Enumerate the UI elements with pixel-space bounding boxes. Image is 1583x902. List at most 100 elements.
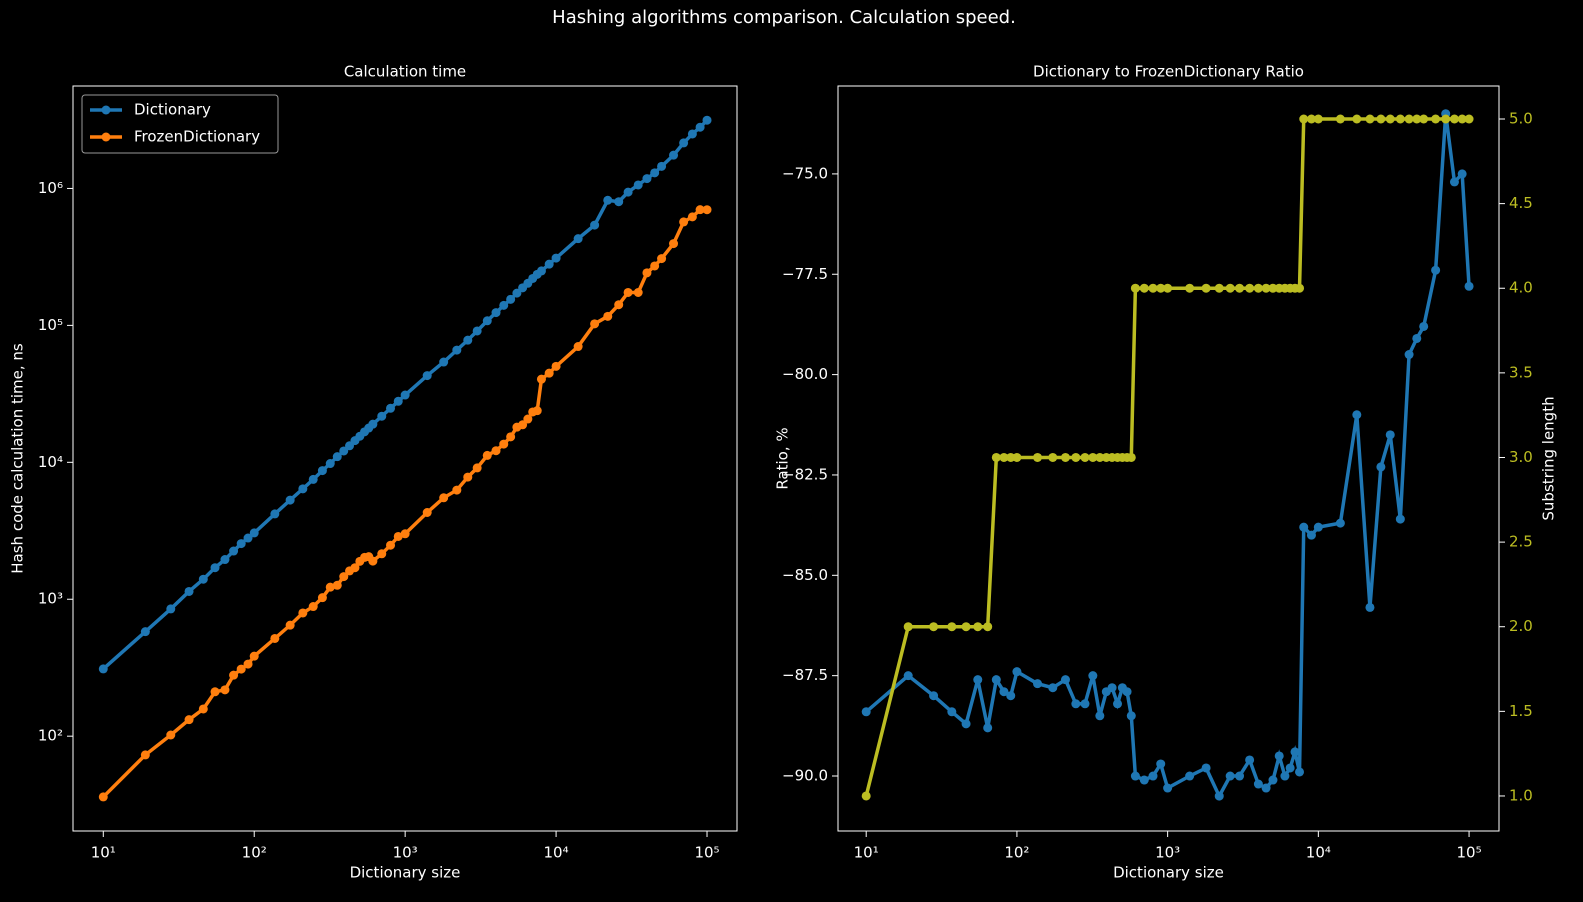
data-point <box>1253 779 1263 789</box>
data-point <box>339 446 349 456</box>
y2-tick-label: 1.5 <box>1509 702 1533 720</box>
data-point <box>1441 114 1451 124</box>
data-point <box>198 574 208 584</box>
data-point <box>1122 687 1132 697</box>
data-point <box>544 368 554 378</box>
data-point <box>1245 755 1255 765</box>
x-tick-label: 10⁵ <box>1457 844 1482 862</box>
data-point <box>623 187 633 197</box>
data-point <box>317 466 327 476</box>
data-point <box>1404 114 1414 124</box>
data-point <box>991 452 1001 462</box>
data-point <box>903 622 913 632</box>
data-point <box>1033 452 1043 462</box>
y-tick-label: −75.0 <box>782 164 828 182</box>
data-point <box>1385 114 1395 124</box>
data-point <box>1214 791 1224 801</box>
data-point <box>1457 114 1467 124</box>
data-point <box>229 546 239 556</box>
data-point <box>422 508 432 518</box>
data-point <box>308 474 318 484</box>
data-point <box>1285 763 1295 773</box>
data-point <box>1268 283 1278 293</box>
data-point <box>184 586 194 596</box>
data-point <box>140 627 150 637</box>
data-point <box>1156 283 1166 293</box>
data-point <box>1012 667 1022 677</box>
data-point <box>947 707 957 717</box>
data-point <box>1280 771 1290 781</box>
data-point <box>332 580 342 590</box>
data-point <box>983 723 993 733</box>
data-point <box>350 563 360 573</box>
data-point <box>1352 410 1362 420</box>
y2-tick-label: 5.0 <box>1509 110 1533 128</box>
data-point <box>236 539 246 549</box>
data-point <box>1201 283 1211 293</box>
figure-title: Hashing algorithms comparison. Calculati… <box>552 7 1016 28</box>
series-line <box>865 113 1471 800</box>
data-point <box>140 750 150 760</box>
data-point <box>220 555 230 565</box>
chart-title: Calculation time <box>344 63 466 81</box>
data-point <box>1313 522 1323 532</box>
data-point <box>1201 763 1211 773</box>
data-point <box>544 259 554 269</box>
data-point <box>903 671 913 681</box>
data-point <box>642 268 652 278</box>
data-point <box>285 620 295 630</box>
data-point <box>1261 783 1271 793</box>
data-point <box>499 439 509 449</box>
data-point <box>1214 283 1224 293</box>
x-axis-label: Dictionary size <box>1113 864 1224 882</box>
data-point <box>400 529 410 539</box>
data-point <box>1071 699 1081 709</box>
data-point <box>243 659 253 669</box>
data-point <box>377 549 387 559</box>
data-point <box>1335 518 1345 528</box>
data-point <box>633 180 643 190</box>
legend-marker <box>101 105 111 115</box>
data-point <box>1185 283 1195 293</box>
data-point <box>1274 751 1284 761</box>
y-axis-label: Ratio, % <box>774 427 792 489</box>
data-point <box>439 357 449 367</box>
data-point <box>1464 114 1474 124</box>
y2-tick-label: 3.5 <box>1509 363 1533 381</box>
data-point <box>368 556 378 566</box>
data-point <box>536 374 546 384</box>
data-point <box>1148 283 1158 293</box>
data-point <box>614 300 624 310</box>
data-point <box>1431 265 1441 275</box>
data-point <box>1365 114 1375 124</box>
y2-tick-label: 2.5 <box>1509 533 1533 551</box>
data-point <box>317 593 327 603</box>
data-point <box>961 719 971 729</box>
data-point <box>999 687 1009 697</box>
data-point <box>695 205 705 215</box>
data-point <box>973 622 983 632</box>
data-point <box>983 622 993 632</box>
series-line <box>102 207 708 799</box>
data-point <box>1376 114 1386 124</box>
data-point <box>702 205 712 215</box>
data-point <box>657 254 667 264</box>
data-point <box>1006 452 1016 462</box>
data-point <box>506 432 516 442</box>
data-point <box>1088 452 1098 462</box>
data-point <box>947 622 957 632</box>
data-point <box>463 335 473 345</box>
data-point <box>1148 771 1158 781</box>
data-point <box>1006 691 1016 701</box>
data-point <box>400 390 410 400</box>
data-point <box>270 633 280 643</box>
data-point <box>679 138 689 148</box>
data-point <box>339 572 349 582</box>
data-point <box>523 414 533 424</box>
data-point <box>210 687 220 697</box>
data-point <box>603 195 613 205</box>
data-point <box>518 420 528 430</box>
data-point <box>1352 114 1362 124</box>
data-point <box>1261 283 1271 293</box>
